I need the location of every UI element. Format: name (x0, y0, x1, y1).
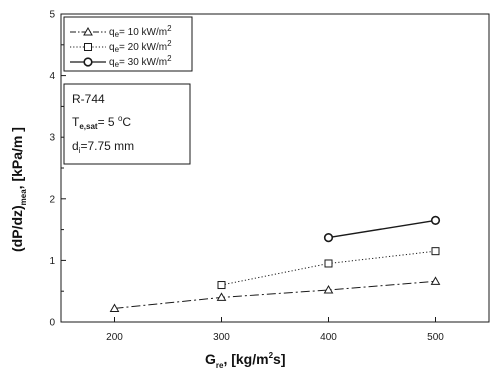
series-1-point-3 (323, 284, 334, 294)
x-tick-label-2: 400 (320, 332, 337, 343)
x-tick-label-0: 200 (106, 332, 123, 343)
series-2-point-2 (324, 259, 333, 268)
y-axis: 0 1 2 3 4 5 (49, 10, 66, 329)
series-markers (109, 215, 441, 312)
series-1-line (114, 280, 436, 309)
annotation-box (63, 83, 191, 165)
series-2-point-1 (217, 281, 226, 290)
y-tick-label-5: 5 (49, 10, 55, 21)
x-tick-label-1: 300 (213, 332, 230, 343)
series-1-point-1 (109, 303, 120, 312)
x-tick-label-3: 500 (427, 332, 444, 343)
y-tick-label-0: 0 (49, 318, 55, 329)
series-2-line (221, 250, 436, 286)
annotation-temperature: Te,sat= 5 oC (72, 114, 131, 131)
x-axis-title: Gre, [kg/m2s] (205, 351, 285, 370)
legend: qe= 10 kW/m2 qe= 20 kW/m2 qe= 30 kW/m2 (63, 16, 193, 72)
series-2-point-3 (431, 247, 440, 256)
series-1-point-4 (430, 276, 441, 285)
series-lines (114, 219, 436, 309)
annotation-diameter: di=7.75 mm (72, 139, 134, 155)
series-3-line (328, 219, 436, 239)
y-axis-title: (dP/dz)mea, [kPa/m ] (9, 127, 28, 252)
legend-label-series-1: qe= 10 kW/m2 (109, 24, 172, 39)
x-axis: 200 300 400 500 (106, 317, 444, 343)
annotation-fluid: R-744 (72, 92, 105, 106)
legend-label-series-2: qe= 20 kW/m2 (109, 39, 172, 54)
y-tick-label-2: 2 (49, 194, 55, 205)
legend-marker-series-3 (83, 57, 93, 67)
annotation: R-744 Te,sat= 5 oC di=7.75 mm (63, 83, 191, 165)
series-1-point-2 (216, 292, 227, 301)
series-3-point-1 (323, 233, 334, 243)
y-tick-label-1: 1 (49, 256, 55, 267)
legend-marker-series-2 (84, 43, 92, 51)
series-3-point-2 (430, 215, 441, 225)
y-tick-label-3: 3 (49, 133, 55, 144)
y-tick-label-4: 4 (49, 71, 55, 82)
legend-label-series-3: qe= 30 kW/m2 (109, 54, 172, 69)
legend-marker-series-1 (83, 26, 93, 36)
